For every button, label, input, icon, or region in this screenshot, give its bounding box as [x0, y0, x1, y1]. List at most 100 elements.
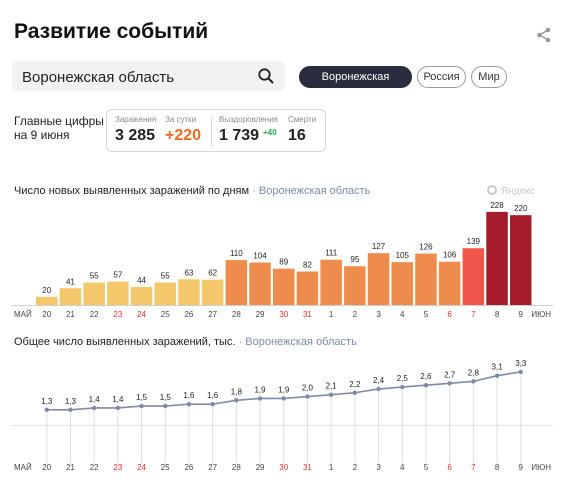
line-point-26[interactable] — [186, 401, 192, 407]
line-point-23[interactable] — [115, 405, 121, 411]
bar-20[interactable] — [36, 296, 58, 305]
bar-month-start-label: МАЙ — [14, 310, 32, 319]
total-chart-region: Воронежская область — [245, 336, 357, 348]
line-point-20[interactable] — [44, 407, 49, 413]
bar-1[interactable] — [320, 259, 342, 305]
total-cases-line-chart: 1,3201,3211,4221,4231,5241,5251,6261,627… — [12, 359, 553, 472]
search-icon[interactable] — [257, 67, 275, 85]
region-search — [12, 61, 285, 93]
bar-tick-label: 3 — [376, 310, 381, 319]
line-point-3[interactable] — [376, 386, 381, 392]
bar-tick-label: 4 — [400, 310, 405, 319]
bar-tick-label: 23 — [113, 310, 122, 319]
line-value-label: 1,8 — [231, 387, 243, 396]
bar-7[interactable] — [462, 248, 485, 305]
line-tick-label: 30 — [279, 463, 288, 472]
bar-tick-label: 9 — [519, 310, 524, 319]
bar-2[interactable] — [344, 266, 366, 305]
bar-tick-label: 25 — [161, 310, 170, 319]
line-tick-label: 31 — [303, 463, 312, 472]
line-point-7[interactable] — [471, 379, 476, 384]
bar-value-label: 106 — [443, 251, 457, 260]
yandex-watermark-text: Яндекс — [501, 186, 535, 197]
filter-voronezh-button[interactable]: Воронежская область — [299, 66, 412, 103]
bar-24[interactable] — [130, 287, 153, 305]
line-point-25[interactable] — [163, 403, 168, 409]
line-tick-label: 4 — [400, 463, 405, 472]
bar-27[interactable] — [201, 279, 224, 305]
bar-value-label: 62 — [208, 269, 217, 278]
bar-tick-label: 5 — [424, 310, 429, 319]
bar-value-label: 41 — [66, 277, 75, 286]
bar-23[interactable] — [107, 281, 129, 305]
bar-6[interactable] — [438, 261, 461, 305]
line-point-28[interactable] — [234, 398, 239, 403]
filter-russia-button[interactable]: Россия — [417, 66, 466, 88]
key-figures-title: Главные цифры — [14, 114, 104, 128]
bar-25[interactable] — [154, 282, 177, 305]
line-point-22[interactable] — [91, 405, 97, 411]
line-tick-label: 8 — [495, 463, 500, 472]
bar-value-label: 55 — [90, 272, 99, 281]
page-title: Развитие событий — [14, 20, 209, 43]
line-point-4[interactable] — [400, 384, 405, 390]
line-point-9[interactable] — [518, 369, 523, 375]
daily-cases-bar-chart: 2020412155225723442455256326622711028104… — [12, 201, 553, 319]
bar-3[interactable] — [367, 253, 390, 305]
daily-caption: За сутки — [165, 115, 197, 124]
bar-tick-label: 28 — [232, 310, 241, 319]
bar-tick-label: 8 — [495, 310, 500, 319]
bar-tick-label: 2 — [353, 310, 358, 319]
line-month-end-label: ИЮН — [531, 463, 551, 472]
line-point-2[interactable] — [352, 390, 358, 395]
line-point-24[interactable] — [139, 403, 144, 409]
line-point-30[interactable] — [281, 396, 286, 401]
line-value-label: 2,7 — [444, 370, 456, 379]
line-value-label: 1,6 — [207, 391, 219, 400]
line-point-31[interactable] — [305, 394, 310, 399]
line-tick-label: 5 — [424, 463, 429, 472]
line-point-8[interactable] — [494, 373, 500, 378]
bar-value-label: 44 — [137, 276, 146, 285]
bar-28[interactable] — [225, 260, 248, 305]
deaths-value: 16 — [288, 127, 306, 144]
line-point-1[interactable] — [328, 392, 334, 397]
line-point-6[interactable] — [447, 381, 452, 386]
bar-9[interactable] — [510, 215, 532, 305]
bar-31[interactable] — [296, 271, 319, 305]
bar-tick-label: 30 — [279, 310, 288, 319]
filter-world-button[interactable]: Мир — [471, 66, 507, 88]
bar-value-label: 126 — [419, 243, 433, 252]
share-icon[interactable] — [535, 26, 553, 44]
bar-22[interactable] — [83, 282, 105, 305]
bar-8[interactable] — [486, 211, 508, 305]
bar-29[interactable] — [249, 262, 271, 305]
bar-tick-label: 29 — [256, 310, 265, 319]
line-value-label: 1,3 — [41, 397, 53, 406]
line-value-label: 2,0 — [302, 384, 314, 393]
stats-divider — [211, 117, 212, 147]
line-point-27[interactable] — [210, 401, 215, 407]
bar-tick-label: 20 — [42, 310, 51, 319]
bar-value-label: 95 — [350, 255, 359, 264]
line-tick-label: 7 — [471, 463, 476, 472]
bar-value-label: 104 — [253, 252, 267, 261]
bar-tick-label: 26 — [184, 310, 193, 319]
line-point-29[interactable] — [257, 396, 263, 401]
line-tick-label: 6 — [447, 463, 452, 472]
search-input[interactable] — [20, 61, 254, 93]
line-tick-label: 2 — [353, 463, 358, 472]
line-point-5[interactable] — [423, 382, 429, 388]
bar-30[interactable] — [273, 268, 295, 305]
bar-month-end-label: ИЮН — [531, 310, 551, 319]
bar-26[interactable] — [178, 279, 200, 305]
bar-4[interactable] — [391, 262, 414, 305]
bar-5[interactable] — [415, 253, 437, 305]
bar-value-label: 82 — [303, 261, 312, 270]
bar-tick-label: 24 — [137, 310, 146, 319]
bar-value-label: 139 — [467, 237, 481, 246]
line-point-21[interactable] — [68, 407, 73, 413]
daily-value: +220 — [165, 127, 202, 144]
bar-21[interactable] — [59, 288, 82, 305]
recovered-delta: +40 — [263, 128, 277, 137]
